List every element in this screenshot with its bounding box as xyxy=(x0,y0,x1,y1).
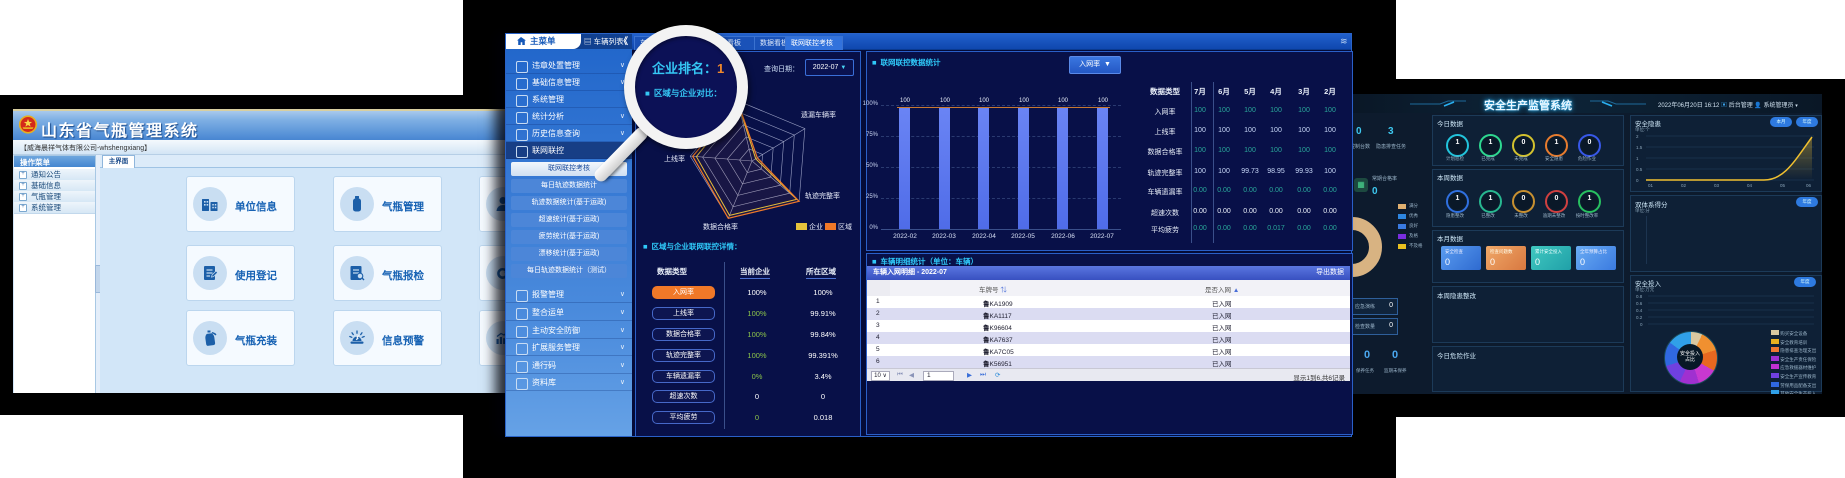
svg-text:0: 0 xyxy=(1640,322,1643,327)
svg-text:05: 05 xyxy=(1780,183,1786,188)
svg-text:0: 0 xyxy=(1636,178,1639,183)
svg-text:06: 06 xyxy=(1806,183,1812,188)
svg-text:01: 01 xyxy=(1648,183,1654,188)
svg-text:2: 2 xyxy=(1636,134,1639,139)
svg-text:1: 1 xyxy=(1636,156,1639,161)
svg-text:0.4: 0.4 xyxy=(1636,308,1643,313)
svg-text:02: 02 xyxy=(1681,183,1687,188)
svg-text:0.8: 0.8 xyxy=(1636,294,1643,299)
svg-text:0.6: 0.6 xyxy=(1636,301,1643,306)
svg-text:0.5: 0.5 xyxy=(1636,167,1643,172)
svg-text:04: 04 xyxy=(1747,183,1753,188)
svg-text:1.5: 1.5 xyxy=(1636,145,1643,150)
svg-text:0.2: 0.2 xyxy=(1636,315,1643,320)
svg-text:03: 03 xyxy=(1714,183,1720,188)
